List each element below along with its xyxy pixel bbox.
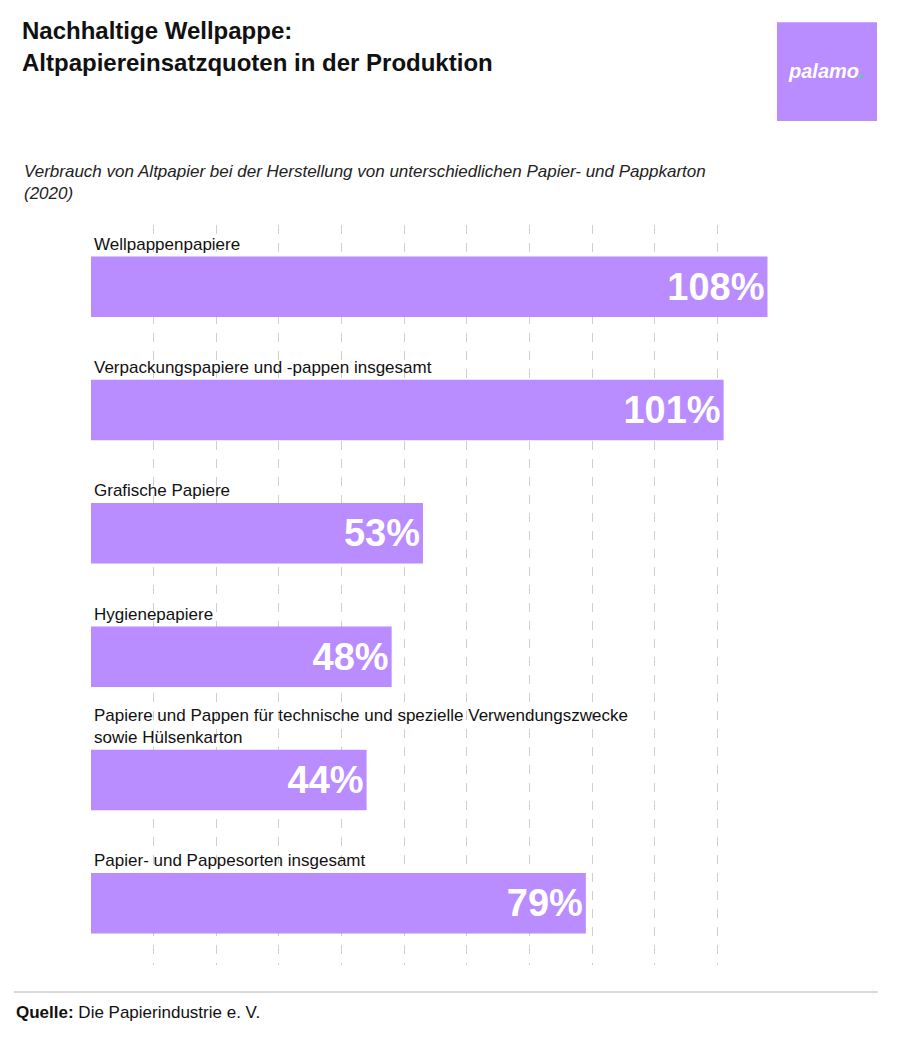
svg-text:101%: 101% [623, 389, 720, 431]
svg-text:Nachhaltige Wellpappe:Altpapie: Nachhaltige Wellpappe:Altpapiereinsatzqu… [22, 17, 493, 75]
svg-text:Papier- und Pappesorten insges: Papier- und Pappesorten insgesamt [94, 851, 365, 870]
svg-text:palamo.: palamo. [788, 60, 865, 82]
svg-text:44%: 44% [288, 759, 364, 801]
svg-text:53%: 53% [344, 512, 420, 554]
svg-text:48%: 48% [313, 636, 389, 678]
svg-text:108%: 108% [667, 266, 764, 308]
svg-text:Verbrauch von Altpapier bei de: Verbrauch von Altpapier bei der Herstell… [24, 162, 706, 203]
svg-text:79%: 79% [507, 882, 583, 924]
svg-text:Hygienepapiere: Hygienepapiere [94, 605, 213, 624]
svg-text:Quelle: Die Papierindustrie e.: Quelle: Die Papierindustrie e. V. [16, 1003, 260, 1022]
svg-text:Wellpappenpapiere: Wellpappenpapiere [94, 235, 240, 254]
svg-text:Verpackungspapiere und -pappen: Verpackungspapiere und -pappen insgesamt [94, 358, 432, 377]
svg-text:Grafische Papiere: Grafische Papiere [94, 481, 230, 500]
svg-text:Papiere und Pappen für technis: Papiere und Pappen für technische und sp… [94, 706, 628, 747]
